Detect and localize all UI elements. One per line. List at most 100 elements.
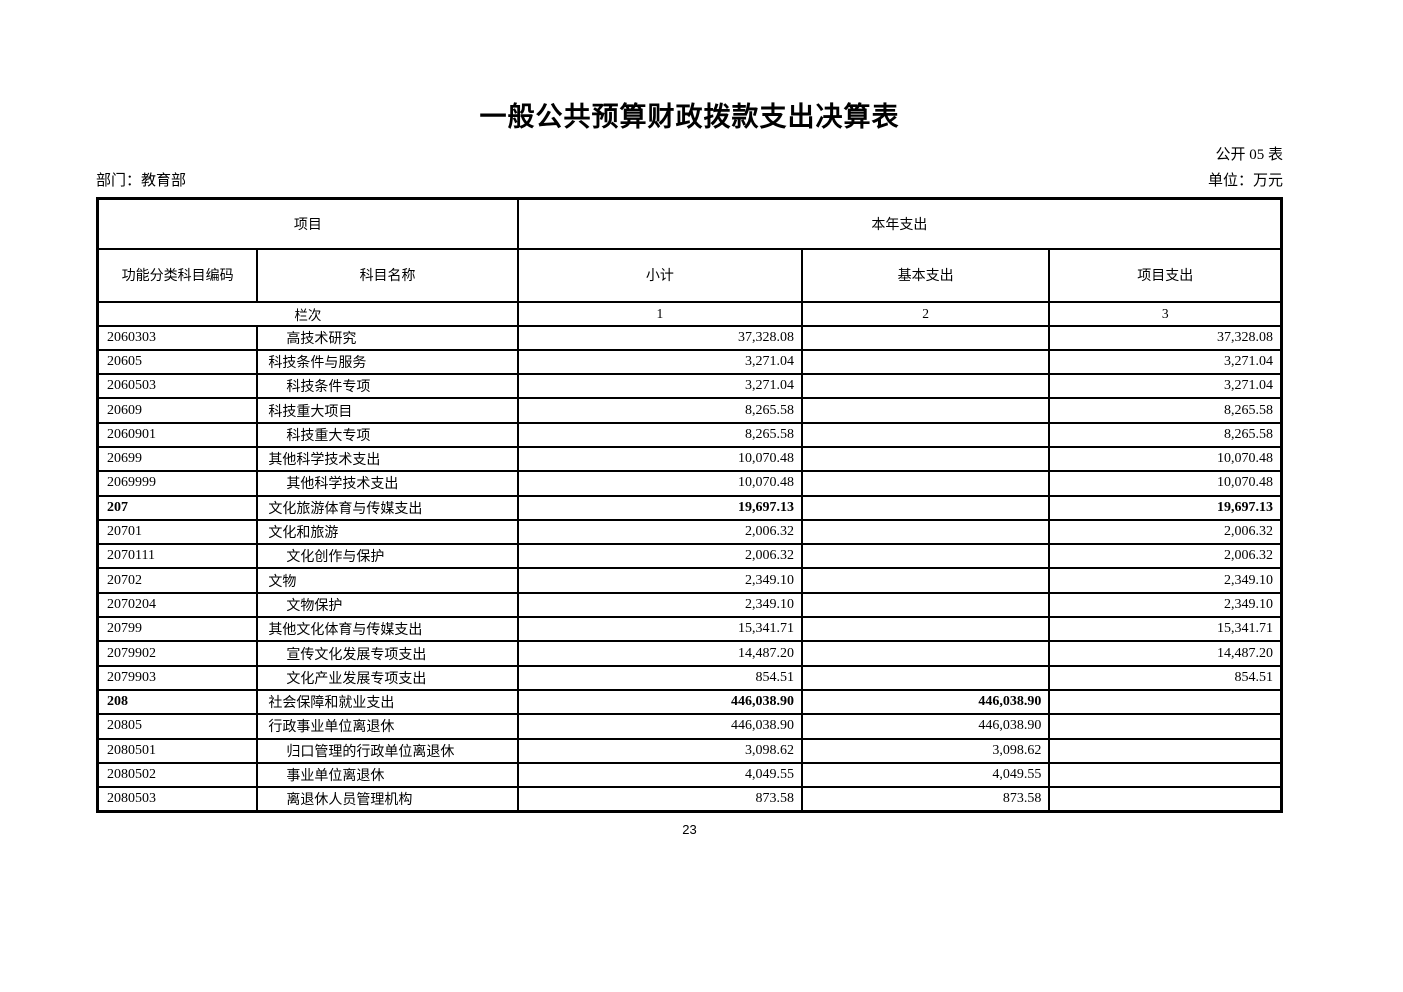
row-basic-expense: [800, 397, 1051, 424]
row-code: 20605: [96, 348, 259, 376]
budget-table: 项目 本年支出 功能分类科目编码 科目名称 小计 基本支出 项目支出 栏次 1 …: [96, 197, 1283, 813]
row-subtotal: 37,328.08: [516, 324, 803, 351]
row-subtotal: 19,697.13: [516, 494, 803, 521]
row-project-expense: [1048, 786, 1283, 813]
row-basic-expense: [800, 567, 1051, 594]
row-project-expense: 10,070.48: [1048, 470, 1283, 497]
row-code: 20805: [96, 713, 259, 740]
row-subtotal: 8,265.58: [516, 421, 803, 448]
row-name: 文化产业发展专项支出: [256, 664, 519, 691]
row-basic-expense: [800, 348, 1051, 376]
row-project-expense: 2,006.32: [1048, 543, 1283, 570]
header-subject-name: 科目名称: [256, 247, 519, 303]
row-code: 20609: [96, 397, 259, 424]
row-code: 2070204: [96, 591, 259, 619]
column-index-3: 3: [1048, 300, 1283, 327]
row-name: 文化旅游体育与传媒支出: [256, 494, 519, 521]
page-title: 一般公共预算财政拨款支出决算表: [479, 102, 900, 132]
header-columns-row: 功能分类科目编码 科目名称 小计 基本支出 项目支出: [96, 247, 1283, 303]
row-project-expense: 19,697.13: [1048, 494, 1283, 521]
row-subtotal: 854.51: [516, 664, 803, 691]
table-row: 2079902 宣传文化发展专项支出 14,487.20 14,487.20: [96, 640, 1283, 667]
row-basic-expense: 873.58: [800, 786, 1051, 813]
form-code-label: 公开 05 表: [1215, 147, 1283, 163]
row-subtotal: 2,006.32: [516, 543, 803, 570]
row-project-expense: 14,487.20: [1048, 640, 1283, 667]
table-row: 20702 文物 2,349.10 2,349.10: [96, 567, 1283, 594]
row-basic-expense: 446,038.90: [800, 688, 1051, 716]
table-row: 208 社会保障和就业支出 446,038.90 446,038.90: [96, 688, 1283, 716]
row-subtotal: 3,271.04: [516, 348, 803, 376]
column-index-label: 栏次: [96, 300, 519, 327]
table-row: 2060901 科技重大专项 8,265.58 8,265.58: [96, 421, 1283, 448]
row-basic-expense: [800, 494, 1051, 521]
row-code: 2070111: [96, 543, 259, 570]
column-index-2: 2: [800, 300, 1051, 327]
row-code: 20699: [96, 445, 259, 473]
row-name: 其他文化体育与传媒支出: [256, 616, 519, 643]
row-name: 科技重大专项: [256, 421, 519, 448]
row-name: 文物: [256, 567, 519, 594]
table-row: 2060303 高技术研究 37,328.08 37,328.08: [96, 324, 1283, 351]
row-name: 文化和旅游: [256, 518, 519, 546]
header-subtotal: 小计: [516, 247, 803, 303]
row-basic-expense: 3,098.62: [800, 737, 1051, 764]
row-basic-expense: [800, 616, 1051, 643]
header-function-code: 功能分类科目编码: [96, 247, 259, 303]
table-row: 20805 行政事业单位离退休 446,038.90 446,038.90: [96, 713, 1283, 740]
row-name: 高技术研究: [256, 324, 519, 351]
column-index-1: 1: [516, 300, 803, 327]
row-basic-expense: [800, 421, 1051, 448]
row-subtotal: 3,271.04: [516, 373, 803, 400]
row-code: 2060901: [96, 421, 259, 448]
row-name: 离退休人员管理机构: [256, 786, 519, 813]
row-code: 2079902: [96, 640, 259, 667]
table-row: 2070204 文物保护 2,349.10 2,349.10: [96, 591, 1283, 619]
row-basic-expense: [800, 591, 1051, 619]
table-row: 2080501 归口管理的行政单位离退休 3,098.62 3,098.62: [96, 737, 1283, 764]
table-row: 2079903 文化产业发展专项支出 854.51 854.51: [96, 664, 1283, 691]
table-row: 20799 其他文化体育与传媒支出 15,341.71 15,341.71: [96, 616, 1283, 643]
table-row: 20605 科技条件与服务 3,271.04 3,271.04: [96, 348, 1283, 376]
row-name: 事业单位离退休: [256, 761, 519, 789]
row-name: 文物保护: [256, 591, 519, 619]
row-name: 文化创作与保护: [256, 543, 519, 570]
row-name: 其他科学技术支出: [256, 445, 519, 473]
row-code: 20799: [96, 616, 259, 643]
row-project-expense: [1048, 713, 1283, 740]
row-basic-expense: 446,038.90: [800, 713, 1051, 740]
row-code: 2080501: [96, 737, 259, 764]
row-basic-expense: [800, 640, 1051, 667]
table-row: 2080503 离退休人员管理机构 873.58 873.58: [96, 786, 1283, 813]
header-basic-expense: 基本支出: [800, 247, 1051, 303]
row-code: 2080502: [96, 761, 259, 789]
row-subtotal: 14,487.20: [516, 640, 803, 667]
table-row: 207 文化旅游体育与传媒支出 19,697.13 19,697.13: [96, 494, 1283, 521]
row-name: 行政事业单位离退休: [256, 713, 519, 740]
table-body: 2060303 高技术研究 37,328.08 37,328.08 20605 科技条件与…: [96, 324, 1283, 813]
department-label: 部门：教育部: [96, 173, 187, 189]
row-project-expense: 3,271.04: [1048, 373, 1283, 400]
row-project-expense: [1048, 737, 1283, 764]
row-basic-expense: [800, 664, 1051, 691]
row-project-expense: 15,341.71: [1048, 616, 1283, 643]
row-code: 2069999: [96, 470, 259, 497]
row-subtotal: 2,349.10: [516, 591, 803, 619]
header-group-row: 项目 本年支出: [96, 197, 1283, 250]
table-row: 2060503 科技条件专项 3,271.04 3,271.04: [96, 373, 1283, 400]
meta-row: 部门：教育部 单位：万元: [96, 173, 1283, 190]
table-row: 20609 科技重大项目 8,265.58 8,265.58: [96, 397, 1283, 424]
row-name: 归口管理的行政单位离退休: [256, 737, 519, 764]
document-page: 一般公共预算财政拨款支出决算表 公开 05 表 部门：教育部 单位：万元 项目 …: [96, 0, 1283, 837]
row-subtotal: 10,070.48: [516, 445, 803, 473]
unit-label: 单位：万元: [1207, 173, 1283, 189]
row-basic-expense: [800, 445, 1051, 473]
row-project-expense: 2,349.10: [1048, 591, 1283, 619]
column-index-row: 栏次 1 2 3: [96, 300, 1283, 327]
row-name: 科技条件与服务: [256, 348, 519, 376]
row-name: 其他科学技术支出: [256, 470, 519, 497]
row-code: 2060303: [96, 324, 259, 351]
row-subtotal: 8,265.58: [516, 397, 803, 424]
row-project-expense: 37,328.08: [1048, 324, 1283, 351]
row-project-expense: 2,006.32: [1048, 518, 1283, 546]
